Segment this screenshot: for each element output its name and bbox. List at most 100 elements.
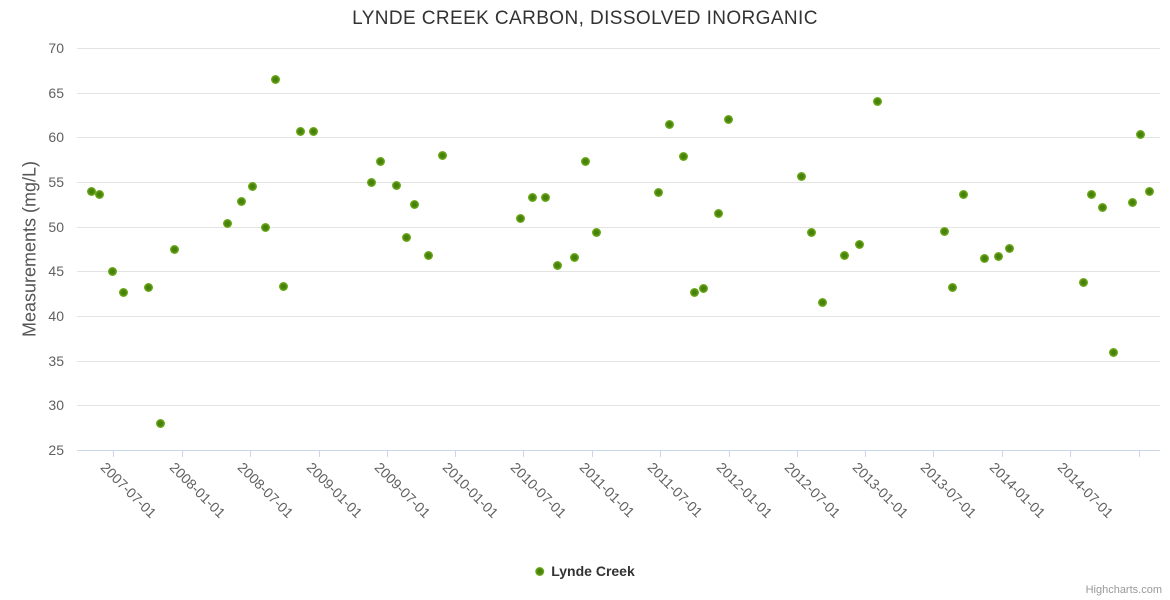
data-point[interactable]: [569, 253, 579, 263]
data-point[interactable]: [713, 208, 723, 218]
data-point[interactable]: [698, 283, 708, 293]
data-point[interactable]: [1004, 243, 1014, 253]
data-point[interactable]: [248, 181, 258, 191]
credits-link[interactable]: Highcharts.com: [1085, 584, 1162, 596]
data-point[interactable]: [947, 282, 957, 292]
data-point[interactable]: [796, 172, 806, 182]
data-point[interactable]: [1144, 187, 1154, 197]
x-tick-label: 2010-01-01: [440, 459, 503, 521]
x-axis-tick: [386, 451, 388, 457]
data-point[interactable]: [392, 181, 402, 191]
y-gridline: [77, 48, 1160, 49]
y-gridline: [77, 137, 1160, 139]
data-point[interactable]: [872, 97, 882, 107]
data-point[interactable]: [541, 192, 551, 202]
data-point[interactable]: [980, 254, 990, 264]
data-point[interactable]: [1078, 278, 1088, 288]
y-tick-label: 70: [48, 40, 64, 56]
x-tick-label: 2012-01-01: [713, 459, 776, 521]
data-point[interactable]: [261, 223, 271, 233]
data-point[interactable]: [169, 245, 179, 255]
data-point[interactable]: [581, 156, 591, 166]
legend-marker-icon: [535, 566, 545, 576]
x-axis-tick: [659, 451, 661, 457]
data-point[interactable]: [296, 127, 306, 137]
data-point[interactable]: [237, 197, 247, 207]
data-point[interactable]: [591, 227, 601, 237]
data-point[interactable]: [87, 187, 97, 197]
x-axis-line: [77, 450, 1160, 451]
data-point[interactable]: [402, 232, 412, 242]
data-point[interactable]: [818, 298, 828, 308]
y-gridline: [77, 405, 1160, 407]
y-tick-label: 65: [48, 84, 64, 101]
data-point[interactable]: [118, 288, 128, 298]
data-point[interactable]: [1098, 203, 1108, 213]
data-point[interactable]: [423, 250, 433, 260]
legend-item[interactable]: Lynde Creek: [535, 563, 635, 579]
x-tick-label: 2011-01-01: [576, 459, 638, 521]
data-point[interactable]: [1135, 130, 1145, 140]
data-point[interactable]: [528, 192, 538, 202]
data-point[interactable]: [367, 178, 377, 188]
x-tick-label: 2014-07-01: [1054, 459, 1117, 521]
x-axis-tick: [796, 451, 798, 457]
x-tick-label: 2008-01-01: [166, 459, 229, 521]
x-axis-tick: [181, 451, 183, 457]
x-axis-tick: [318, 451, 320, 457]
x-axis-tick: [728, 451, 730, 457]
x-tick-label: 2008-07-01: [234, 459, 297, 521]
data-point[interactable]: [309, 127, 319, 137]
y-gridline: [77, 182, 1160, 183]
data-point[interactable]: [994, 251, 1004, 261]
data-point[interactable]: [270, 74, 280, 84]
data-point[interactable]: [855, 240, 865, 250]
y-gridline: [77, 92, 1160, 94]
y-tick-label: 50: [48, 218, 64, 235]
data-point[interactable]: [143, 282, 153, 292]
data-point[interactable]: [553, 261, 562, 271]
x-axis-tick: [865, 451, 867, 457]
data-point[interactable]: [222, 219, 232, 229]
x-axis-tick: [1069, 451, 1071, 457]
y-gridline: [77, 316, 1160, 317]
y-tick-label: 55: [48, 174, 64, 190]
data-point[interactable]: [839, 250, 849, 260]
chart-title: LYNDE CREEK CARBON, DISSOLVED INORGANIC: [352, 8, 818, 29]
data-point[interactable]: [653, 188, 663, 198]
data-point[interactable]: [95, 190, 105, 199]
data-point[interactable]: [410, 199, 420, 209]
y-gridline: [77, 226, 1160, 228]
y-gridline: [77, 360, 1160, 362]
data-point[interactable]: [1109, 348, 1119, 358]
x-axis-tick: [1138, 451, 1140, 457]
x-axis-tick: [455, 451, 457, 457]
x-tick-label: 2013-01-01: [850, 459, 913, 521]
y-tick-label: 45: [48, 263, 64, 280]
x-tick-label: 2009-07-01: [371, 459, 434, 521]
y-gridline: [77, 271, 1160, 273]
data-point[interactable]: [376, 156, 386, 166]
data-point[interactable]: [279, 282, 289, 292]
data-point[interactable]: [665, 120, 675, 130]
y-tick-label: 25: [48, 442, 64, 458]
data-point[interactable]: [958, 190, 968, 199]
y-tick-label: 35: [48, 352, 64, 369]
data-point[interactable]: [1127, 198, 1137, 208]
x-axis-tick: [113, 451, 114, 457]
data-point[interactable]: [807, 228, 817, 238]
data-point[interactable]: [678, 151, 688, 161]
data-point[interactable]: [108, 266, 118, 276]
data-point[interactable]: [724, 114, 733, 124]
data-point[interactable]: [438, 150, 448, 160]
data-point[interactable]: [515, 214, 525, 224]
data-point[interactable]: [1086, 190, 1096, 199]
legend-label: Lynde Creek: [551, 563, 635, 579]
data-point[interactable]: [155, 418, 165, 428]
data-point[interactable]: [689, 288, 699, 298]
y-tick-label: 60: [48, 129, 64, 146]
x-tick-label: 2012-07-01: [781, 459, 844, 521]
x-tick-label: 2009-01-01: [303, 459, 366, 521]
data-point[interactable]: [939, 226, 949, 236]
y-tick-label: 40: [48, 308, 64, 324]
